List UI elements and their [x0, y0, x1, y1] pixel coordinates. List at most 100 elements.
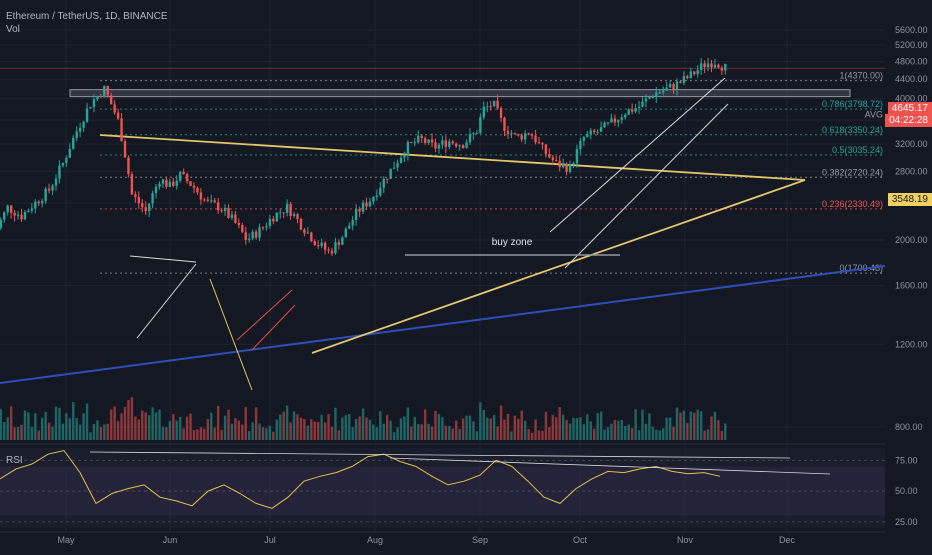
candle-body — [165, 179, 168, 187]
volume-bar — [65, 413, 68, 440]
volume-bar — [455, 420, 458, 440]
candle-body — [61, 162, 65, 166]
volume-bar — [279, 414, 282, 440]
volume-bar — [44, 411, 47, 440]
candle-body — [658, 92, 661, 94]
volume-bar — [96, 420, 99, 440]
candle-body — [551, 157, 554, 161]
volume-bar — [527, 429, 530, 440]
candle-body — [330, 250, 334, 254]
candle-body — [579, 140, 582, 150]
candle-body — [713, 64, 717, 68]
volume-bar — [306, 425, 310, 440]
countdown-tag: 04:22:28 — [885, 114, 932, 127]
volume-bar — [113, 406, 116, 440]
volume-bar — [327, 413, 330, 440]
candle-body — [327, 249, 330, 251]
volume-bar — [596, 413, 599, 440]
rsi-trendline-b — [389, 457, 831, 475]
volume-bar — [23, 410, 27, 440]
candle-body — [251, 231, 254, 239]
volume-bar — [54, 406, 58, 440]
candle-body — [317, 245, 320, 247]
volume-bar — [151, 407, 154, 440]
candle-body — [37, 201, 40, 204]
volume-bar — [613, 419, 617, 440]
volume-bar — [82, 413, 85, 440]
candle-body — [396, 163, 399, 168]
volume-bar — [351, 427, 354, 440]
volume-bar — [720, 431, 724, 440]
volume-bar — [503, 419, 506, 440]
candle-body — [617, 119, 620, 123]
candle-body — [451, 141, 454, 144]
candle-body — [420, 135, 423, 139]
candle-body — [3, 212, 6, 220]
candle-body — [203, 199, 206, 201]
volume-bar — [3, 422, 6, 440]
candle-body — [379, 187, 382, 196]
volume-bar — [168, 420, 172, 440]
volume-bar — [499, 405, 503, 440]
candle-body — [517, 133, 520, 136]
candle-body — [275, 212, 278, 222]
candle-body — [689, 71, 692, 78]
candle-body — [110, 95, 113, 105]
volume-bar — [230, 423, 234, 440]
volume-bar — [296, 414, 299, 440]
volume-bar — [610, 423, 613, 440]
volume-bar — [530, 432, 534, 440]
fib-label-0.618: 0.618(3350.24) — [822, 125, 883, 135]
y-tick-5600: 5600.00 — [895, 25, 928, 35]
candle-body — [406, 142, 410, 156]
volume-bar — [137, 419, 140, 440]
volume-bar — [165, 427, 168, 440]
volume-bar — [634, 409, 637, 440]
candle-body — [151, 193, 154, 204]
candle-body — [389, 168, 392, 179]
candle-body — [161, 179, 165, 184]
candle-body — [458, 145, 461, 147]
candle-body — [441, 140, 444, 145]
flag-line-b — [251, 304, 296, 351]
volume-bar — [434, 410, 437, 440]
volume-bar — [110, 409, 113, 440]
volume-bar — [175, 420, 178, 440]
volume-bar — [496, 426, 499, 440]
volume-bar — [468, 415, 472, 440]
volume-bar — [524, 420, 527, 440]
volume-bar — [593, 428, 596, 440]
volume-bar — [392, 432, 396, 440]
candle-body — [82, 121, 85, 128]
volume-bar — [630, 428, 634, 440]
candle-body — [65, 157, 68, 163]
volume-bar — [127, 399, 130, 440]
candle-body — [582, 137, 586, 141]
volume-bar — [254, 407, 258, 440]
candle-body — [510, 133, 513, 135]
candle-body — [313, 241, 316, 246]
candle-body — [486, 106, 489, 108]
candle-body — [413, 142, 416, 144]
candle-body — [306, 232, 310, 234]
candle-body — [655, 92, 658, 98]
triangle-upper-line — [129, 255, 197, 263]
candle-body — [710, 63, 713, 68]
volume-bar — [568, 423, 572, 440]
candle-body — [603, 122, 606, 128]
candle-body — [265, 225, 268, 228]
candle-body — [613, 118, 617, 123]
volume-bar — [68, 418, 71, 440]
candle-body — [54, 178, 58, 186]
candle-body — [662, 90, 665, 93]
candle-body — [665, 87, 668, 91]
volume-bar — [354, 418, 358, 440]
candle-body — [520, 135, 523, 140]
candle-body — [358, 208, 361, 212]
candle-body — [648, 97, 651, 99]
volume-bar — [423, 409, 427, 440]
candle-body — [593, 130, 596, 132]
volume-bar — [486, 417, 489, 440]
volume-bar — [637, 430, 641, 440]
